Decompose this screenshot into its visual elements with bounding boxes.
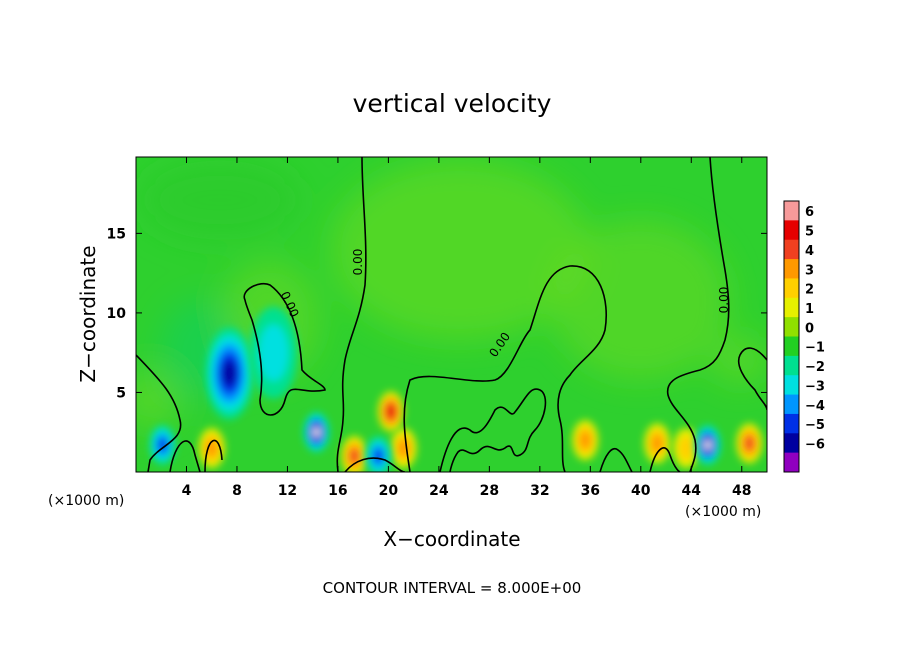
colorbar-label: 0 [805, 321, 814, 336]
updraft-level [349, 449, 359, 464]
downdraft-level [313, 427, 320, 438]
x-unit-label-right: (×1000 m) [685, 504, 761, 520]
x-tick-label: 44 [682, 483, 702, 499]
colorbar-swatch [784, 239, 799, 260]
colorbar-swatch [784, 278, 799, 299]
updraft-cell [377, 391, 404, 432]
x-axis: 4 8 12 16 20 24 28 32 36 40 44 48 [182, 157, 752, 499]
colorbar-label: 5 [805, 225, 814, 240]
colorbar-label: 6 [805, 205, 814, 220]
updraft-level [678, 435, 695, 461]
colorbar-label: −4 [805, 399, 825, 414]
x-tick-label: 16 [328, 483, 347, 499]
x-tick-label: 4 [182, 483, 192, 499]
colorbar-label: 1 [805, 302, 814, 317]
zero-contour [666, 157, 730, 472]
colorbar-label: −1 [805, 341, 825, 356]
zero-contours [136, 157, 767, 472]
colorbar-swatch [784, 452, 799, 473]
x-axis-title: X−coordinate [383, 527, 520, 551]
downdraft-cell [365, 436, 392, 472]
colorbar-swatch [784, 259, 799, 279]
updraft-level [579, 431, 592, 450]
updraft-cell [644, 423, 671, 464]
y-tick-label: 10 [107, 306, 127, 322]
downdraft-level [258, 324, 289, 381]
updraft-cell [736, 423, 763, 464]
colorbar-label: −3 [805, 379, 825, 394]
zero-contour [136, 354, 182, 472]
downdraft-level [157, 437, 168, 452]
zero-contour [336, 157, 367, 472]
zero-contour [737, 347, 767, 411]
updraft-level [651, 434, 663, 453]
downdraft-cell [249, 306, 298, 399]
updraft-level [387, 405, 395, 418]
colorbar-swatch [784, 317, 799, 337]
colorbar-swatch [784, 220, 799, 241]
zero-contour [243, 282, 326, 416]
updraft-level [744, 436, 754, 451]
downdraft-cell [694, 424, 721, 465]
colorbar: 6 5 4 3 2 1 0 −1 −2 −3 −4 −5 −6 [783, 200, 825, 473]
colorbar-swatch [784, 201, 799, 221]
zero-contour [344, 265, 607, 472]
zero-contour [599, 447, 681, 472]
updraft-cell [341, 436, 368, 472]
colorbar-swatch [784, 394, 799, 415]
y-axis-title: Z−coordinate [76, 245, 100, 382]
plot-area [136, 157, 767, 472]
plot-frame [135, 156, 768, 473]
colorbar-label: −6 [805, 437, 825, 452]
background-field [136, 160, 767, 430]
downdraft-cell [205, 327, 254, 420]
x-tick-label: 32 [530, 483, 549, 499]
colorbar-swatch [784, 375, 799, 396]
updraft-cell [390, 428, 417, 469]
contour-label: 0.00 [351, 249, 365, 276]
colorbar-label: −2 [805, 360, 825, 375]
x-tick-label: 48 [732, 483, 751, 499]
x-tick-label: 20 [379, 483, 399, 499]
x-tick-label: 36 [581, 483, 600, 499]
colorbar-label: 3 [805, 263, 814, 278]
x-tick-label: 40 [631, 483, 651, 499]
downdraft-cell [303, 412, 330, 453]
colorbar-label: 2 [805, 283, 814, 298]
y-tick-label: 15 [107, 226, 126, 242]
x-tick-label: 28 [480, 483, 499, 499]
updraft-level [205, 439, 218, 458]
contour-interval-note: CONTOUR INTERVAL = 8.000E+00 [323, 579, 582, 597]
y-tick-label: 5 [116, 385, 126, 401]
x-tick-label: 8 [232, 483, 242, 499]
colorbar-swatch [784, 297, 799, 318]
downdraft-level [373, 449, 383, 464]
x-tick-label: 24 [429, 483, 449, 499]
x-tick-label: 12 [278, 483, 297, 499]
colorbar-swatch [784, 413, 799, 434]
x-unit-label-left: (×1000 m) [48, 493, 124, 509]
zero-contour [439, 388, 547, 472]
colorbar-label: 4 [805, 244, 814, 259]
downdraft-level [704, 440, 711, 450]
contour-label: 0.00 [717, 287, 731, 314]
colorbar-frame [783, 200, 800, 473]
colorbar-label: −5 [805, 418, 825, 433]
chart-title: vertical velocity [353, 89, 552, 118]
colorbar-swatch [784, 336, 799, 357]
zero-contour [169, 439, 223, 472]
downdraft-level [222, 360, 237, 387]
updraft-cell [673, 428, 700, 469]
y-axis: 5 10 15 [107, 226, 767, 401]
downdraft-cell [149, 424, 176, 465]
updraft-cell [572, 420, 599, 461]
colorbar-swatch [784, 355, 799, 376]
colorbar-swatch [784, 433, 799, 454]
